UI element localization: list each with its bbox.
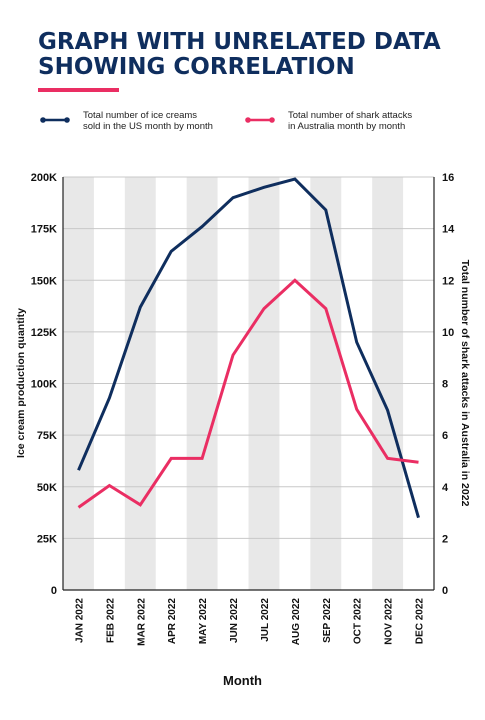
legend-label-ice-creams: Total number of ice creams sold in the U…	[83, 110, 243, 132]
y-left-tick-label-5: 125K	[31, 327, 57, 339]
legend-label-shark-attacks-line-2: in Australia month by month	[288, 121, 406, 132]
y-right-tick-label-5: 10	[442, 327, 454, 339]
legend-label-shark-attacks-line-1: Total number of shark attacks	[288, 110, 413, 121]
x-tick-label-10: NOV 2022	[384, 598, 395, 645]
legend-label-ice-creams-line-2: sold in the US month by month	[83, 121, 213, 132]
series-line-0	[77, 177, 420, 519]
x-tick-label-1: FEB 2022	[105, 598, 116, 643]
y-right-tick-label-7: 14	[442, 224, 455, 236]
y-left-tick-label-2: 50K	[37, 482, 57, 494]
y-left-tick-label-0: 0	[51, 585, 57, 597]
legend-label-ice-creams-line-1: Total number of ice creams	[83, 110, 198, 121]
y-right-tick-label-6: 12	[442, 275, 454, 287]
x-axis-label: Month	[223, 673, 262, 688]
x-tick-label-5: JUN 2022	[229, 598, 240, 643]
series-line-1	[77, 278, 419, 509]
y-axis-left-label: Ice cream production quantity	[15, 308, 27, 458]
title-accent-bar	[38, 88, 119, 92]
x-tick-label-2: MAR 2022	[136, 598, 147, 646]
x-tick-label-9: OCT 2022	[353, 598, 364, 645]
y-left-tick-label-3: 75K	[37, 430, 57, 442]
x-tick-label-0: JAN 2022	[74, 598, 85, 643]
y-right-tick-label-3: 6	[442, 430, 448, 442]
x-tick-label-3: APR 2022	[167, 598, 178, 645]
legend: Total number of ice creams sold in the U…	[40, 110, 470, 136]
x-tick-label-4: MAY 2022	[198, 598, 209, 645]
y-right-tick-label-0: 0	[442, 585, 448, 597]
y-right-tick-label-1: 2	[442, 533, 448, 545]
legend-swatch-ice-creams	[40, 117, 70, 123]
chart-title-line-1: GRAPH WITH UNRELATED DATA	[38, 29, 441, 55]
y-left-tick-label-8: 200K	[31, 172, 57, 184]
y-left-tick-label-1: 25K	[37, 533, 57, 545]
x-tick-label-8: SEP 2022	[322, 598, 333, 643]
legend-label-shark-attacks: Total number of shark attacks in Austral…	[288, 110, 448, 132]
x-tick-label-6: JUL 2022	[260, 598, 271, 642]
chart-title: GRAPH WITH UNRELATED DATA SHOWING CORREL…	[38, 30, 478, 80]
y-right-tick-label-8: 16	[442, 172, 454, 184]
x-tick-label-11: DEC 2022	[415, 598, 426, 645]
y-right-tick-label-4: 8	[442, 379, 448, 391]
chart-title-line-2: SHOWING CORRELATION	[38, 54, 355, 80]
x-tick-label-7: AUG 2022	[291, 598, 302, 646]
y-left-tick-label-6: 150K	[31, 275, 57, 287]
y-left-tick-label-4: 100K	[31, 379, 57, 391]
legend-swatch-shark-attacks	[245, 117, 275, 123]
y-axis-right-label: Total number of shark attacks in Austral…	[459, 259, 471, 507]
y-left-tick-label-7: 175K	[31, 224, 57, 236]
y-right-tick-label-2: 4	[442, 482, 449, 494]
